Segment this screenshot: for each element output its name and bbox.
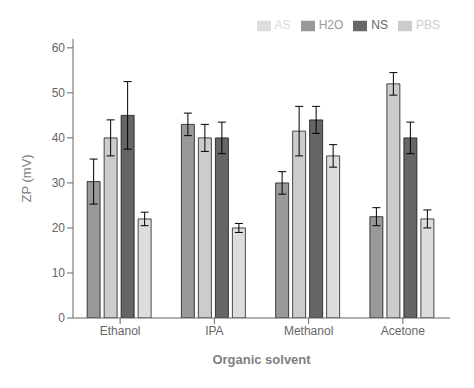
html-text:H2O: H2O (318, 18, 344, 32)
html-text:NS: NS (371, 18, 388, 32)
svg-text:Acetone: Acetone (381, 324, 425, 338)
html-text:AS: AS (274, 18, 291, 32)
svg-text:ZP (mV): ZP (mV) (19, 154, 34, 202)
svg-text:Organic solvent: Organic solvent (212, 352, 311, 367)
svg-text:Ethanol: Ethanol (100, 324, 141, 338)
svg-text:40: 40 (52, 131, 66, 145)
svg-text:50: 50 (52, 86, 66, 100)
svg-text:60: 60 (52, 41, 66, 55)
svg-text:10: 10 (52, 266, 66, 280)
svg-text:20: 20 (52, 221, 66, 235)
svg-text:IPA: IPA (205, 324, 223, 338)
svg-text:Methanol: Methanol (284, 324, 333, 338)
svg-text:30: 30 (52, 176, 66, 190)
svg-text:0: 0 (58, 311, 65, 325)
html-text:PBS: PBS (416, 18, 440, 32)
